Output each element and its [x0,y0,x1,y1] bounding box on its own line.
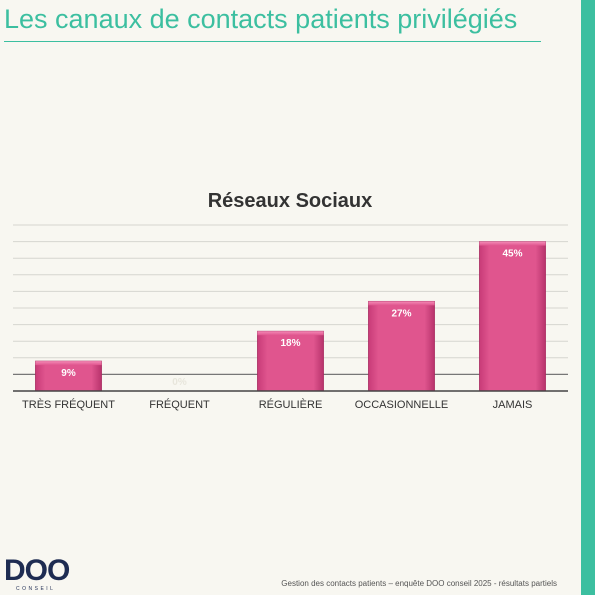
accent-side-bar [581,0,595,595]
x-tick-label: RÉGULIÈRE [259,398,323,411]
title-underline [4,41,541,42]
page-title: Les canaux de contacts patients privilég… [4,4,518,34]
data-label: 18% [280,338,300,349]
bar-top-highlight [368,301,435,306]
data-label: 0% [172,377,187,388]
logo-subtext: CONSEIL [16,586,56,592]
x-tick-label: TRÈS FRÉQUENT [22,398,115,411]
bar [368,300,435,392]
company-logo: DOO CONSEIL [4,554,74,593]
x-tick-label: OCCASIONNELLE [355,399,449,411]
x-tick-label: FRÉQUENT [149,398,210,411]
bar-top-highlight [257,331,324,336]
x-tick-label: JAMAIS [493,399,533,411]
bar [35,360,102,392]
bar-top-highlight [479,241,546,246]
bar-top-highlight [35,361,102,366]
bar [479,241,546,392]
data-label: 45% [502,249,522,260]
footer-note: Gestion des contacts patients – enquête … [281,579,557,588]
logo-text: DOO [4,554,70,587]
data-label: 9% [61,368,76,379]
data-label: 27% [391,308,411,319]
bar [257,330,324,392]
chart-title: Réseaux Sociaux [208,190,373,212]
